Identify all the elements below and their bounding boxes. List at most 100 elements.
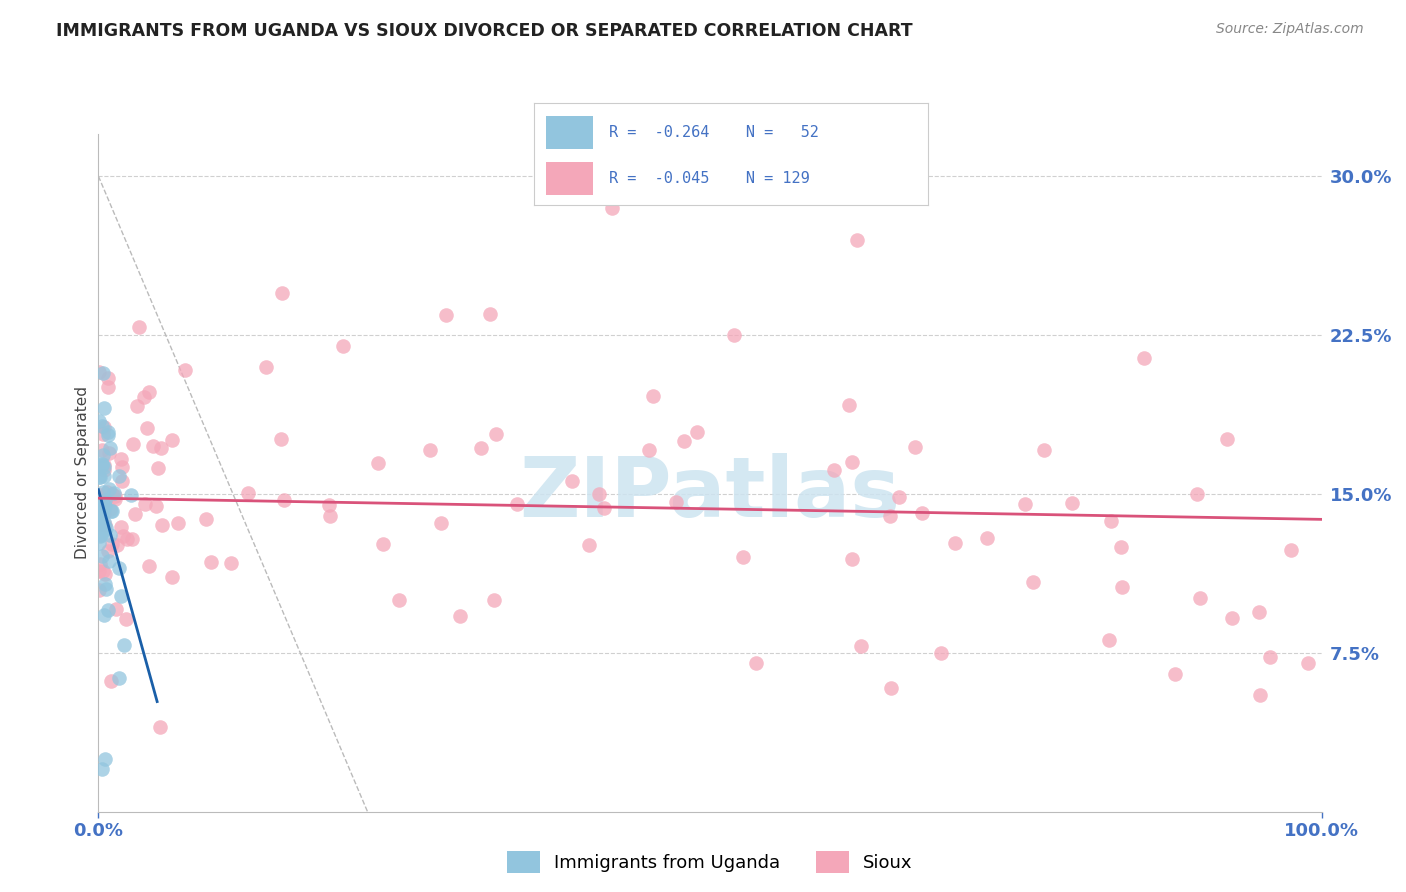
Point <box>114 612 136 626</box>
Point <box>373 536 395 550</box>
Point <box>101 503 124 517</box>
Point <box>89 365 111 379</box>
Point <box>90 549 112 564</box>
Point <box>93 567 115 582</box>
Point <box>101 537 124 551</box>
Point <box>128 319 150 334</box>
Point <box>112 639 135 653</box>
Point <box>273 493 295 508</box>
Point <box>94 492 117 507</box>
Point <box>1185 486 1208 500</box>
Point <box>600 201 623 215</box>
Point <box>219 556 242 570</box>
Point <box>419 442 441 457</box>
Point <box>1099 514 1122 528</box>
Point <box>1298 657 1320 671</box>
Point <box>89 557 111 571</box>
Point <box>593 500 616 515</box>
Point <box>1220 611 1243 625</box>
Point <box>388 592 411 607</box>
Point <box>110 589 132 603</box>
Point <box>93 460 115 475</box>
Point <box>731 550 754 565</box>
Point <box>91 419 114 434</box>
Point <box>115 532 138 546</box>
Point <box>270 285 294 300</box>
Point <box>485 427 508 442</box>
Point <box>1033 443 1056 458</box>
Point <box>104 492 127 507</box>
Point <box>91 458 114 472</box>
Point <box>96 484 118 499</box>
Point <box>93 401 115 415</box>
Point <box>87 470 110 484</box>
Point <box>91 503 114 517</box>
Y-axis label: Divorced or Separated: Divorced or Separated <box>75 386 90 559</box>
Point <box>1249 688 1271 702</box>
Point <box>93 506 115 520</box>
Point <box>90 515 112 529</box>
Point <box>121 532 143 546</box>
Point <box>124 508 146 522</box>
Point <box>89 504 111 518</box>
Point <box>162 569 184 583</box>
Point <box>103 486 125 500</box>
Point <box>1258 650 1281 665</box>
Text: R =  -0.045    N = 129: R = -0.045 N = 129 <box>609 171 810 186</box>
Point <box>105 602 128 616</box>
Point <box>93 506 115 520</box>
Point <box>880 681 903 695</box>
Point <box>823 463 845 477</box>
Point <box>98 502 121 516</box>
Point <box>449 609 471 624</box>
Point <box>89 488 111 502</box>
Point <box>194 512 217 526</box>
Point <box>506 497 529 511</box>
Point <box>104 489 127 503</box>
Point <box>93 519 115 533</box>
Point <box>87 414 110 428</box>
Point <box>318 499 340 513</box>
Point <box>136 421 159 435</box>
Point <box>238 486 260 500</box>
Point <box>470 442 492 456</box>
Point <box>641 389 664 403</box>
Point <box>911 506 934 520</box>
Point <box>120 488 142 502</box>
Point <box>108 468 131 483</box>
Point <box>89 582 111 597</box>
FancyBboxPatch shape <box>546 116 593 149</box>
FancyBboxPatch shape <box>546 162 593 194</box>
Point <box>108 671 131 685</box>
Point <box>638 442 661 457</box>
Point <box>665 495 688 509</box>
Point <box>97 446 120 460</box>
Point <box>89 490 111 504</box>
Point <box>87 459 110 474</box>
Point <box>145 499 167 513</box>
Point <box>90 508 112 523</box>
Point <box>1098 633 1121 648</box>
Point <box>167 516 190 530</box>
Point <box>98 441 121 455</box>
Point <box>134 497 156 511</box>
Point <box>270 432 292 446</box>
Point <box>101 487 124 501</box>
Point <box>91 500 114 514</box>
Point <box>90 528 112 542</box>
Point <box>150 441 173 455</box>
Point <box>93 458 115 472</box>
Point <box>146 461 169 475</box>
Point <box>91 449 114 463</box>
Point <box>723 328 745 343</box>
Point <box>672 434 695 448</box>
Point <box>976 531 998 545</box>
Point <box>929 646 952 660</box>
Point <box>1111 580 1133 594</box>
Point <box>87 564 110 578</box>
Point <box>686 425 709 439</box>
Point <box>89 470 111 484</box>
Text: Source: ZipAtlas.com: Source: ZipAtlas.com <box>1216 22 1364 37</box>
Point <box>107 561 129 575</box>
Point <box>841 552 863 566</box>
